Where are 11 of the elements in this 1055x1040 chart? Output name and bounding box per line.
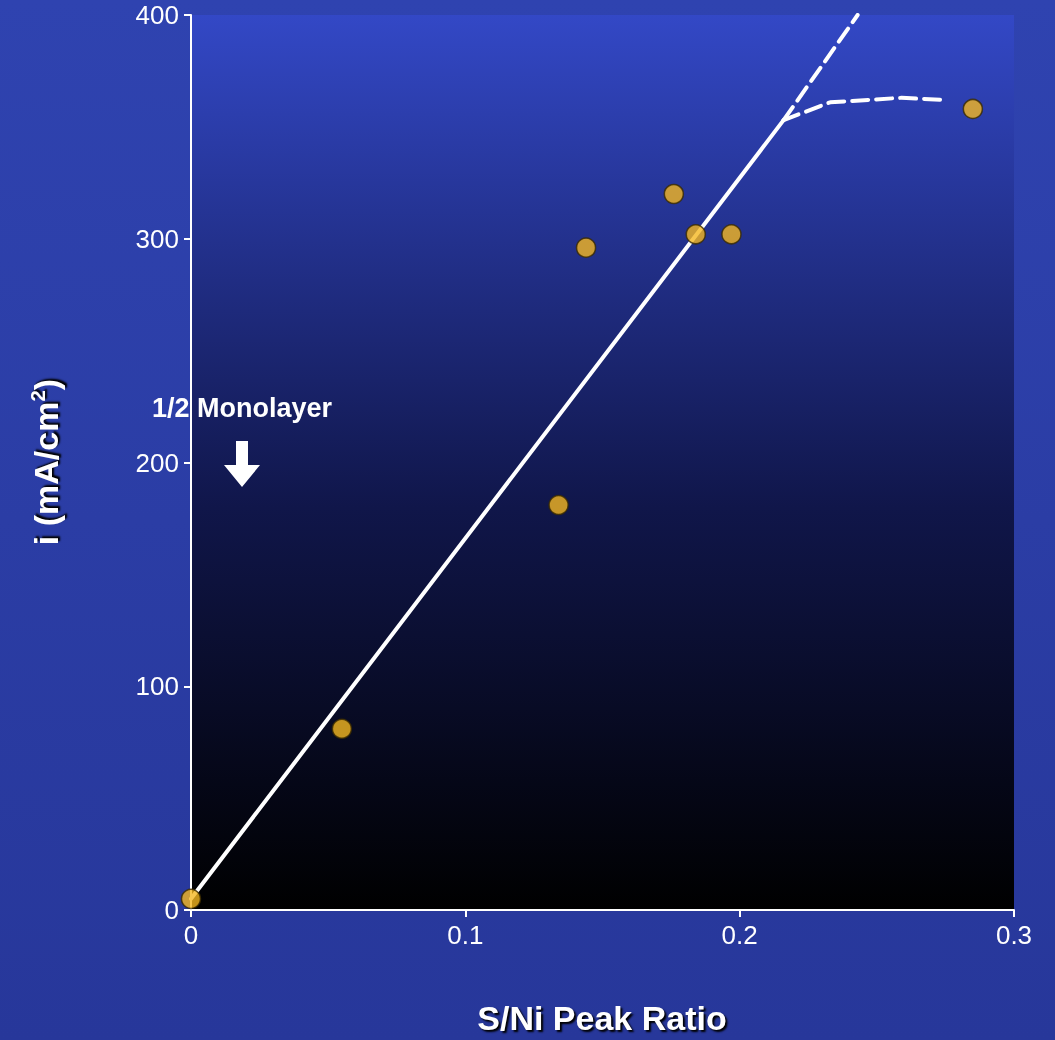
y-tick-label: 200 [135, 447, 179, 478]
y-tick-label: 400 [135, 0, 179, 30]
x-tick-label: 0.3 [995, 920, 1033, 950]
y-tick-label: 100 [135, 671, 179, 702]
y-tick-label: 0 [164, 895, 179, 925]
annotation: 1/2 Monolayer [151, 393, 333, 425]
x-axis-title: S/Ni Peak Ratio [477, 998, 727, 1038]
x-tick-label: 0 [183, 920, 199, 950]
x-tick-label: 0.1 [447, 920, 484, 950]
y-tick-label: 300 [135, 223, 179, 254]
x-tick-label: 0.2 [721, 920, 758, 950]
